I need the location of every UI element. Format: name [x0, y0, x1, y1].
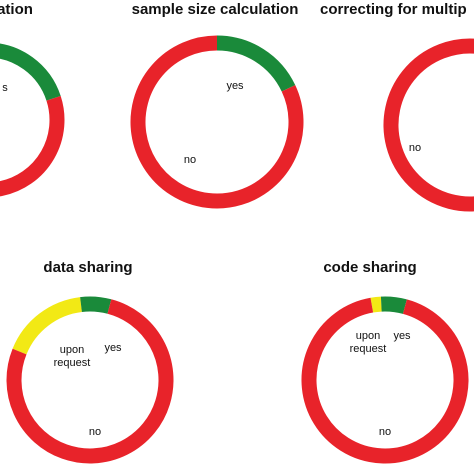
chart-title: sample size calculation — [132, 1, 299, 18]
chart-title: data sharing — [43, 259, 132, 276]
segment-label: upon request — [350, 330, 387, 355]
segment-label: no — [184, 154, 196, 166]
segment-label: no — [409, 142, 421, 154]
donut-segment — [216, 35, 296, 92]
chart-title: code sharing — [323, 259, 416, 276]
donut-segment — [0, 43, 61, 101]
donut-segment — [12, 297, 83, 355]
segment-label: no — [89, 426, 101, 438]
donut-segment — [6, 299, 174, 464]
segment-label: upon request — [54, 344, 91, 369]
donut-segment — [0, 96, 65, 197]
donut-segment — [301, 297, 469, 464]
donut-segment — [370, 296, 382, 313]
donut-segment — [380, 296, 407, 314]
donut-segment — [130, 35, 304, 209]
donut-segment — [80, 296, 112, 314]
segment-label: yes — [104, 342, 122, 354]
segment-label: no — [379, 426, 391, 438]
segment-label: yes — [226, 80, 244, 92]
chart-title: ation — [0, 1, 33, 18]
segment-label: yes — [393, 330, 411, 342]
segment-label: s — [2, 82, 8, 94]
chart-title: correcting for multip — [320, 1, 467, 18]
donut-segment — [383, 38, 474, 212]
